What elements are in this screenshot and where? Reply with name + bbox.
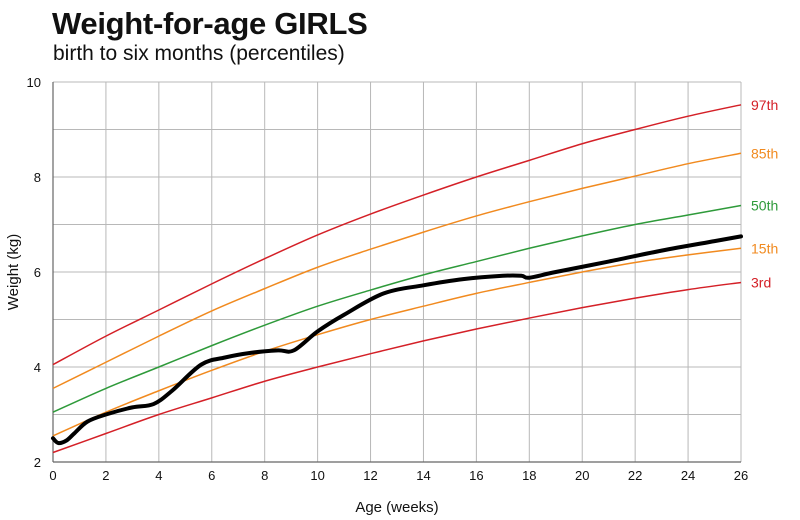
- percentile-label-85th: 85th: [751, 145, 778, 161]
- x-tick-label: 22: [628, 468, 642, 483]
- percentile-curves: [52, 104, 742, 454]
- child-weight-curve: [51, 234, 743, 446]
- child-weight-line: [51, 234, 743, 446]
- x-tick-label: 20: [575, 468, 589, 483]
- x-tick-label: 8: [261, 468, 268, 483]
- y-tick-label: 2: [34, 455, 41, 470]
- chart-subtitle: birth to six months (percentiles): [53, 42, 345, 65]
- x-tick-label: 2: [102, 468, 109, 483]
- x-tick-label: 12: [363, 468, 377, 483]
- x-tick-label: 0: [49, 468, 56, 483]
- percentile-curve-15th: [52, 247, 742, 437]
- grid: [52, 81, 742, 463]
- percentile-curve-85th: [52, 152, 742, 390]
- percentile-curve-3rd: [52, 281, 742, 454]
- x-axis-label: Age (weeks): [355, 499, 438, 516]
- percentile-curve-50th: [52, 204, 742, 413]
- y-tick-label: 8: [34, 170, 41, 185]
- x-tick-label: 14: [416, 468, 430, 483]
- percentile-curve-97th: [52, 104, 742, 366]
- x-tick-label: 10: [310, 468, 324, 483]
- y-axis-label: Weight (kg): [5, 234, 22, 310]
- x-tick-label: 18: [522, 468, 536, 483]
- x-tick-label: 6: [208, 468, 215, 483]
- percentile-label-97th: 97th: [751, 97, 778, 113]
- percentile-label-50th: 50th: [751, 198, 778, 214]
- x-tick-label: 16: [469, 468, 483, 483]
- percentile-label-3rd: 3rd: [751, 274, 771, 290]
- y-tick-label: 4: [34, 360, 41, 375]
- x-tick-label: 26: [734, 468, 748, 483]
- y-tick-label: 10: [27, 75, 41, 90]
- x-tick-label: 4: [155, 468, 162, 483]
- chart-title: Weight-for-age GIRLS: [52, 6, 368, 41]
- percentile-labels: 97th 85th 50th 15th 3rd: [751, 97, 778, 291]
- percentile-label-15th: 15th: [751, 240, 778, 256]
- y-tick-label: 6: [34, 265, 41, 280]
- x-tick-label: 24: [681, 468, 695, 483]
